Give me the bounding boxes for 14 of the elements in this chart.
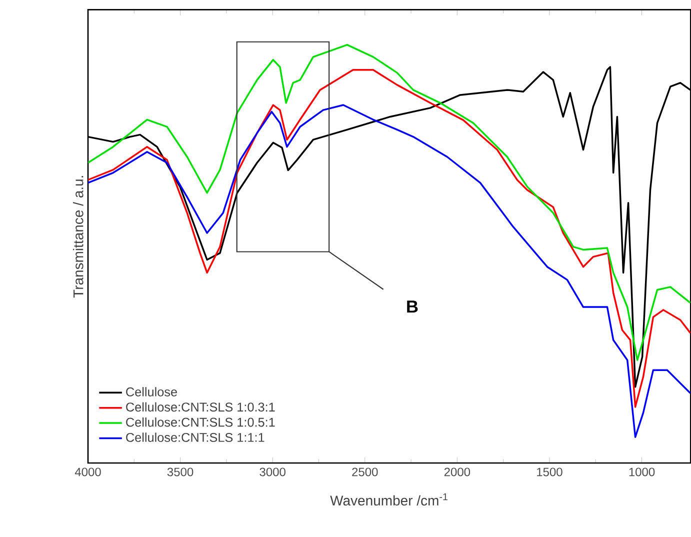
x-tick-label: 2000: [444, 468, 470, 476]
x-tick-label: 3500: [167, 468, 194, 476]
legend-label: Cellulose:CNT:SLS 1:1:1: [126, 432, 264, 442]
legend-label: Cellulose:CNT:SLS 1:0.3:1: [126, 402, 275, 412]
x-tick-label: 1000: [629, 468, 655, 476]
x-axis-title: Wavenumber /cm$^{-1}$: [330, 493, 448, 506]
x-tick-label: 1500: [537, 468, 562, 476]
annotation: B: [407, 300, 418, 313]
x-tick-label: 3000: [260, 468, 286, 476]
legend-label: Cellulose: [126, 387, 177, 396]
x-tick-label: 4000: [74, 468, 101, 476]
x-tick-label: 2500: [352, 468, 378, 476]
legend-label: Cellulose:CNT:SLS 1:0.5:1: [126, 417, 275, 427]
y-axis-title: Transmittance / a.u.: [73, 176, 84, 298]
